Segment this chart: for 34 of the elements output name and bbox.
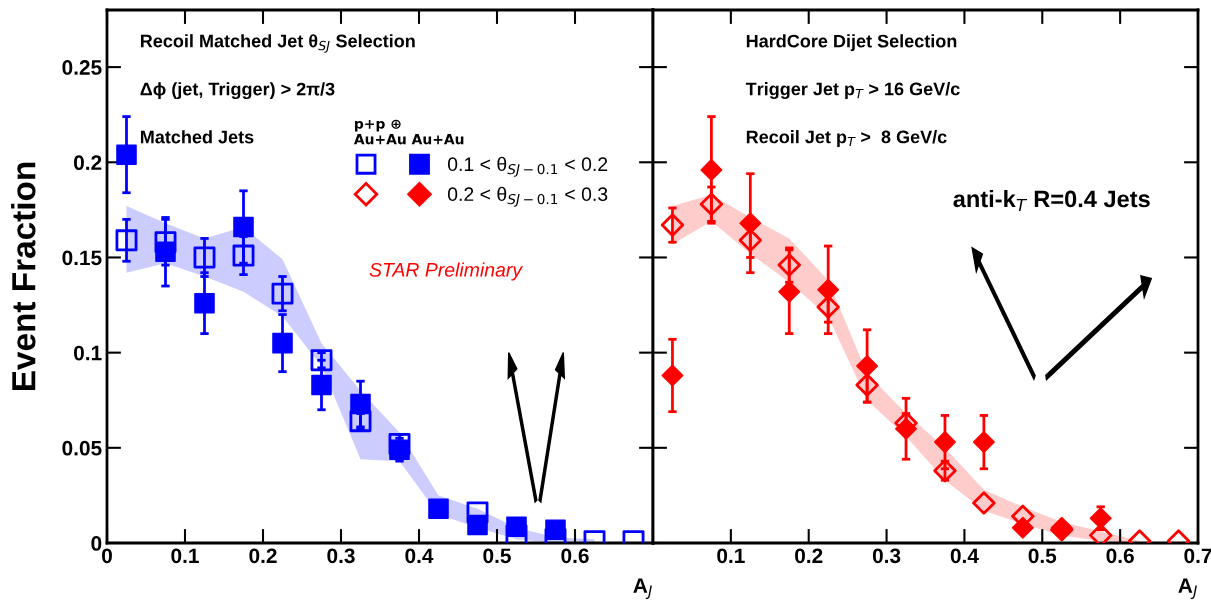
y-tick-label: 0.05 [62, 440, 102, 456]
x-tick-label: 0.5 [483, 548, 511, 564]
legend-label: 0.2 < θ$_{SJ−0.1}$ < 0.3 [447, 186, 608, 207]
annotation: Δϕ (jet, Trigger) > 2π/3 [140, 82, 335, 100]
x-tick-label: 0.3 [872, 548, 901, 564]
y-tick-label: 0.25 [62, 60, 102, 75]
y-tick-label: 0.15 [62, 250, 102, 266]
y-tick-label: 0.1 [74, 345, 102, 361]
x-tick-label: 0.6 [561, 548, 589, 564]
x-tick-label: 0.4 [950, 548, 979, 564]
x-tick-label: 0.6 [1106, 548, 1134, 564]
x-tick-label: 0 [102, 548, 112, 564]
y-tick-label: 0 [91, 536, 102, 551]
annotation: anti-k$_{T}$ R=0.4 Jets [953, 189, 1150, 211]
annotation: Matched Jets [140, 130, 254, 144]
x-tick-label: 0.1 [171, 548, 199, 564]
x-tick-label: 0.7 [1184, 548, 1211, 564]
annotation: Recoil Matched Jet θ$_{SJ}$ Selection [140, 34, 415, 53]
legend-label: 0.1 < θ$_{SJ−0.1}$ < 0.2 [447, 156, 608, 177]
x-tick-label: 0.1 [717, 548, 745, 564]
x-axis-title: A$_{J}$ [1178, 578, 1197, 600]
x-tick-label: 0.3 [327, 548, 355, 564]
annotation: STAR Preliminary [369, 262, 524, 281]
annotation: Recoil Jet p$_{T}$ > 8 GeV/c [746, 130, 947, 147]
x-tick-label: 0.2 [249, 548, 277, 564]
y-axis-title: Event Fraction [11, 162, 36, 391]
annotation: Trigger Jet p$_{T}$ > 16 GeV/c [745, 82, 960, 100]
legend-title: p+p ⊕ Au+Au Au+Au [353, 119, 464, 145]
x-axis-title: A$_{J}$ [633, 578, 652, 600]
x-tick-label: 0.5 [1028, 548, 1057, 564]
y-tick-label: 0.2 [74, 155, 102, 171]
annotation: HardCore Dijet Selection [746, 34, 957, 52]
x-tick-label: 0.2 [795, 548, 823, 564]
x-tick-label: 0.4 [405, 548, 434, 564]
